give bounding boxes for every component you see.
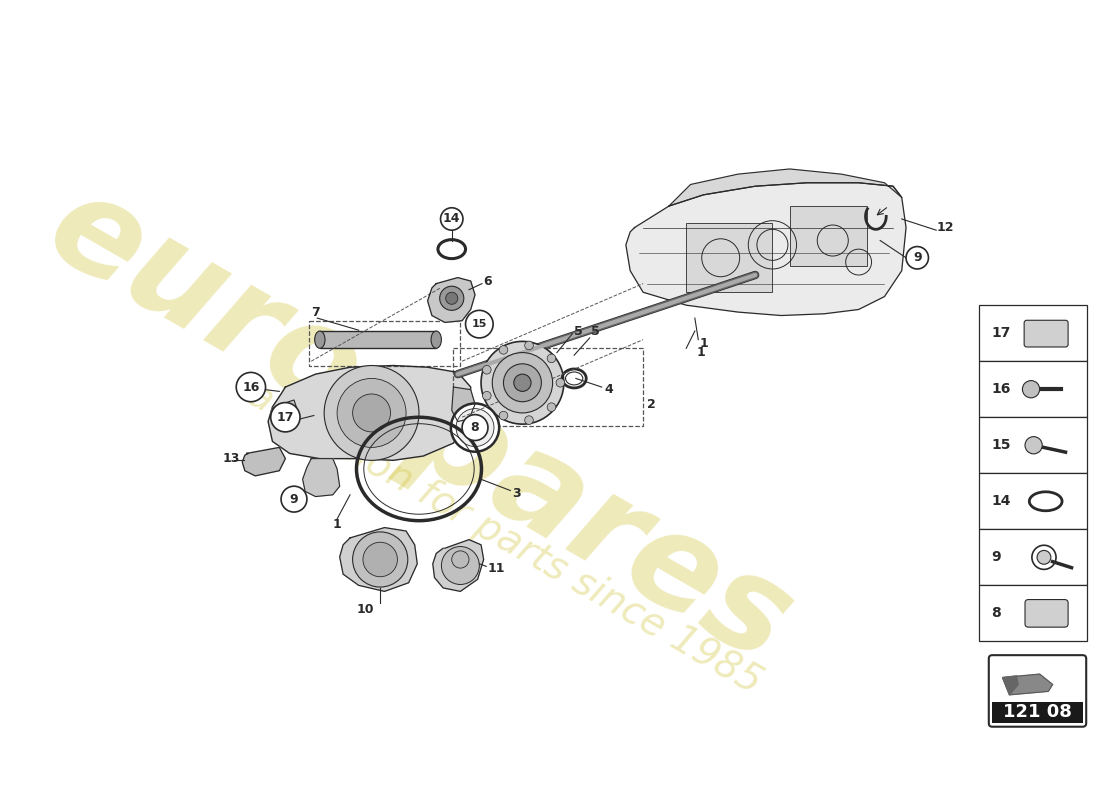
Text: 9: 9 xyxy=(913,251,922,264)
Circle shape xyxy=(282,486,307,512)
Polygon shape xyxy=(669,169,902,206)
Circle shape xyxy=(236,373,265,402)
Text: 9: 9 xyxy=(991,550,1001,564)
Bar xyxy=(453,348,644,426)
Bar xyxy=(320,331,437,348)
Ellipse shape xyxy=(315,331,324,348)
Circle shape xyxy=(906,246,928,269)
Text: 17: 17 xyxy=(991,326,1011,340)
Text: 7: 7 xyxy=(311,306,320,318)
FancyBboxPatch shape xyxy=(1025,599,1068,627)
Circle shape xyxy=(337,378,406,447)
Circle shape xyxy=(462,414,488,441)
Text: 14: 14 xyxy=(991,494,1011,508)
Circle shape xyxy=(525,341,533,350)
Circle shape xyxy=(525,416,533,425)
Circle shape xyxy=(483,391,491,400)
Polygon shape xyxy=(268,366,471,460)
Polygon shape xyxy=(452,387,475,422)
Text: 12: 12 xyxy=(936,221,954,234)
Circle shape xyxy=(353,394,390,432)
Circle shape xyxy=(363,542,397,577)
Text: 3: 3 xyxy=(513,486,520,500)
Text: 5: 5 xyxy=(574,325,583,338)
Circle shape xyxy=(493,353,552,413)
Circle shape xyxy=(452,551,469,568)
Polygon shape xyxy=(626,182,906,315)
Text: 2: 2 xyxy=(648,398,657,411)
Bar xyxy=(979,530,1087,586)
Text: 13: 13 xyxy=(222,452,240,465)
Circle shape xyxy=(504,364,541,402)
Circle shape xyxy=(1022,381,1040,398)
Circle shape xyxy=(483,366,491,374)
Circle shape xyxy=(1025,437,1042,454)
Circle shape xyxy=(324,366,419,460)
Circle shape xyxy=(1032,546,1056,570)
Bar xyxy=(979,362,1087,418)
Bar xyxy=(309,321,460,366)
Circle shape xyxy=(514,374,531,391)
Text: 5: 5 xyxy=(592,325,601,338)
Text: 10: 10 xyxy=(356,603,374,616)
Bar xyxy=(979,418,1087,474)
Bar xyxy=(979,305,1087,362)
Text: 8: 8 xyxy=(991,606,1001,620)
Polygon shape xyxy=(242,447,285,476)
Text: 4: 4 xyxy=(604,383,613,396)
Circle shape xyxy=(446,292,458,304)
FancyBboxPatch shape xyxy=(989,655,1086,726)
Text: 15: 15 xyxy=(472,319,487,329)
Polygon shape xyxy=(428,278,475,322)
Circle shape xyxy=(456,409,494,446)
Text: 11: 11 xyxy=(488,562,506,574)
Circle shape xyxy=(440,286,464,310)
Circle shape xyxy=(271,402,300,432)
Text: eurospares: eurospares xyxy=(25,162,812,690)
Text: 14: 14 xyxy=(443,213,461,226)
Circle shape xyxy=(547,354,556,362)
Circle shape xyxy=(557,378,564,387)
Text: 15: 15 xyxy=(991,438,1011,452)
Polygon shape xyxy=(302,458,340,497)
Polygon shape xyxy=(432,540,484,591)
Circle shape xyxy=(1037,550,1050,564)
Text: a passion for parts since 1985: a passion for parts since 1985 xyxy=(242,374,769,701)
Text: 8: 8 xyxy=(471,421,480,434)
Circle shape xyxy=(499,411,508,420)
Circle shape xyxy=(499,346,508,354)
Text: 9: 9 xyxy=(289,493,298,506)
Text: 16: 16 xyxy=(242,381,260,394)
Bar xyxy=(979,474,1087,530)
Polygon shape xyxy=(271,400,298,430)
Bar xyxy=(686,223,772,292)
Bar xyxy=(790,206,867,266)
Circle shape xyxy=(465,310,493,338)
Text: 17: 17 xyxy=(276,410,294,424)
Polygon shape xyxy=(1002,676,1019,695)
Ellipse shape xyxy=(431,331,441,348)
FancyBboxPatch shape xyxy=(1024,320,1068,347)
Circle shape xyxy=(353,532,408,587)
Text: 121 08: 121 08 xyxy=(1003,703,1071,721)
Circle shape xyxy=(547,403,556,411)
Text: 16: 16 xyxy=(991,382,1011,396)
Circle shape xyxy=(481,342,564,424)
Bar xyxy=(992,702,1082,723)
Text: 6: 6 xyxy=(484,274,493,287)
Text: 1: 1 xyxy=(696,346,705,359)
Circle shape xyxy=(441,546,480,585)
Polygon shape xyxy=(340,527,417,591)
Bar xyxy=(979,586,1087,642)
Polygon shape xyxy=(1002,674,1053,695)
Text: 1: 1 xyxy=(700,338,708,350)
Circle shape xyxy=(440,208,463,230)
Text: 1: 1 xyxy=(332,518,341,531)
Circle shape xyxy=(451,403,499,452)
